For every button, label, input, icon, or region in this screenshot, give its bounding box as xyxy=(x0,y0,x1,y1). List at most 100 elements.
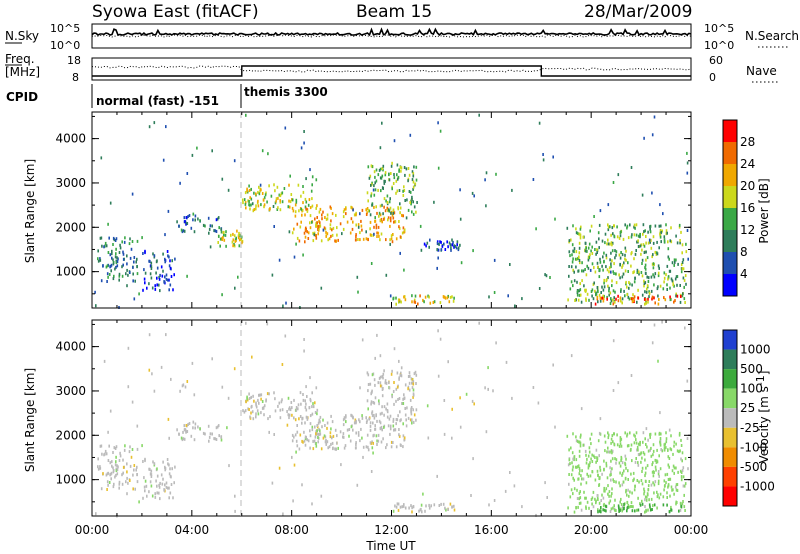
data-cell xyxy=(162,477,164,481)
data-cell xyxy=(112,470,115,474)
data-cell xyxy=(626,509,628,513)
data-cell xyxy=(680,457,682,461)
data-cell xyxy=(478,321,480,325)
data-cell xyxy=(578,289,581,293)
data-cell xyxy=(424,509,426,513)
data-cell xyxy=(568,458,571,462)
data-cell xyxy=(647,508,649,512)
data-cell xyxy=(681,502,684,506)
data-cell xyxy=(104,241,107,245)
data-cell xyxy=(399,443,402,447)
data-cell xyxy=(657,470,660,473)
data-cell xyxy=(686,437,689,440)
data-cell xyxy=(367,373,370,377)
data-cell xyxy=(660,240,662,244)
data-cell xyxy=(300,402,302,406)
data-cell xyxy=(664,298,667,302)
data-cell xyxy=(343,416,346,420)
data-cell xyxy=(657,359,659,363)
data-cell xyxy=(280,192,283,196)
data-cell xyxy=(144,249,146,253)
data-cell xyxy=(629,282,631,286)
data-cell xyxy=(400,374,403,378)
data-cell xyxy=(654,224,657,228)
data-cell xyxy=(373,184,375,188)
data-cell xyxy=(636,268,639,272)
time-tick-label: 00:00 xyxy=(674,523,709,537)
data-cell xyxy=(108,444,110,448)
velocity-colorbar-swatch xyxy=(723,486,737,506)
data-cell xyxy=(365,213,368,216)
data-cell xyxy=(471,191,474,195)
data-cell xyxy=(370,194,372,198)
data-cell xyxy=(402,434,405,438)
data-cell xyxy=(673,492,675,496)
time-tick-label: 20:00 xyxy=(574,523,609,537)
data-cell xyxy=(666,472,669,476)
data-cell xyxy=(380,189,382,193)
data-cell xyxy=(653,296,655,300)
data-cell xyxy=(208,231,210,235)
data-cell xyxy=(668,257,670,261)
data-cell xyxy=(150,267,153,270)
data-cell xyxy=(395,387,398,391)
data-cell xyxy=(375,179,378,183)
data-cell xyxy=(605,464,608,468)
data-cell xyxy=(171,259,173,263)
data-cell xyxy=(667,240,669,244)
data-cell xyxy=(389,197,391,201)
data-cell xyxy=(403,230,406,234)
data-cell xyxy=(610,297,612,301)
data-cell xyxy=(609,225,611,229)
data-cell xyxy=(220,438,223,442)
data-cell xyxy=(320,286,323,290)
sky-noise-panel: N.Sky 10^5 10^0 10^5 10^0 N.Search xyxy=(5,22,799,52)
data-cell xyxy=(220,435,222,439)
data-cell xyxy=(398,189,401,192)
nsky-label: N.Sky xyxy=(5,29,39,43)
data-cell xyxy=(573,250,575,254)
data-cell xyxy=(378,168,381,172)
data-cell xyxy=(107,430,109,434)
data-cell xyxy=(552,155,554,159)
data-cell xyxy=(629,431,631,435)
data-cell xyxy=(643,251,646,254)
data-cell xyxy=(613,296,615,300)
data-cell xyxy=(261,406,264,410)
data-cell xyxy=(610,265,612,269)
data-cell xyxy=(255,204,257,208)
data-cell xyxy=(592,282,595,286)
data-cell xyxy=(634,484,636,488)
data-cell xyxy=(412,408,414,412)
data-cell xyxy=(680,438,682,442)
data-cell xyxy=(600,291,602,294)
data-cell xyxy=(586,500,589,504)
data-cell xyxy=(420,503,423,507)
data-cell xyxy=(578,241,581,245)
data-cell xyxy=(395,237,398,241)
data-cell xyxy=(373,413,375,417)
data-cell xyxy=(572,284,574,288)
data-cell xyxy=(649,225,651,229)
data-cell xyxy=(612,440,614,444)
power-scatter-cells xyxy=(94,113,689,309)
data-cell xyxy=(624,461,626,465)
data-cell xyxy=(320,239,323,243)
data-cell xyxy=(661,229,663,233)
data-cell xyxy=(545,274,548,278)
data-cell xyxy=(155,479,157,483)
data-cell xyxy=(371,414,374,418)
data-cell xyxy=(303,430,305,434)
data-cell xyxy=(641,470,643,473)
data-cell xyxy=(149,259,151,263)
data-cell xyxy=(261,192,264,195)
data-cell xyxy=(662,212,664,216)
data-cell xyxy=(620,299,622,303)
data-cell xyxy=(674,299,676,303)
data-cell xyxy=(411,418,413,422)
data-cell xyxy=(99,236,102,240)
data-cell xyxy=(217,424,220,428)
data-cell xyxy=(302,185,304,188)
data-cell xyxy=(649,505,651,509)
data-cell xyxy=(459,188,461,192)
